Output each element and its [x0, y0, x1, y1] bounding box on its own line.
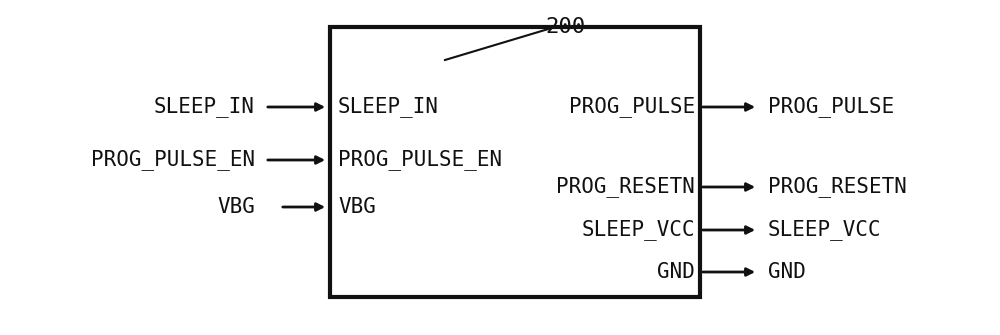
Text: GND: GND — [657, 262, 695, 282]
Text: PROG_PULSE: PROG_PULSE — [569, 96, 695, 118]
Text: PROG_PULSE: PROG_PULSE — [768, 96, 894, 118]
Text: SLEEP_IN: SLEEP_IN — [338, 96, 439, 118]
Text: SLEEP_VCC: SLEEP_VCC — [581, 219, 695, 241]
Text: PROG_RESETN: PROG_RESETN — [556, 177, 695, 197]
Text: GND: GND — [768, 262, 806, 282]
Text: 200: 200 — [545, 17, 585, 37]
Bar — [330, 27, 700, 297]
Text: PROG_PULSE_EN: PROG_PULSE_EN — [91, 149, 255, 171]
Text: VBG: VBG — [217, 197, 255, 217]
Text: PROG_RESETN: PROG_RESETN — [768, 177, 907, 197]
Text: VBG: VBG — [338, 197, 376, 217]
Text: SLEEP_VCC: SLEEP_VCC — [768, 219, 882, 241]
Text: PROG_PULSE_EN: PROG_PULSE_EN — [338, 149, 502, 171]
Text: SLEEP_IN: SLEEP_IN — [154, 96, 255, 118]
